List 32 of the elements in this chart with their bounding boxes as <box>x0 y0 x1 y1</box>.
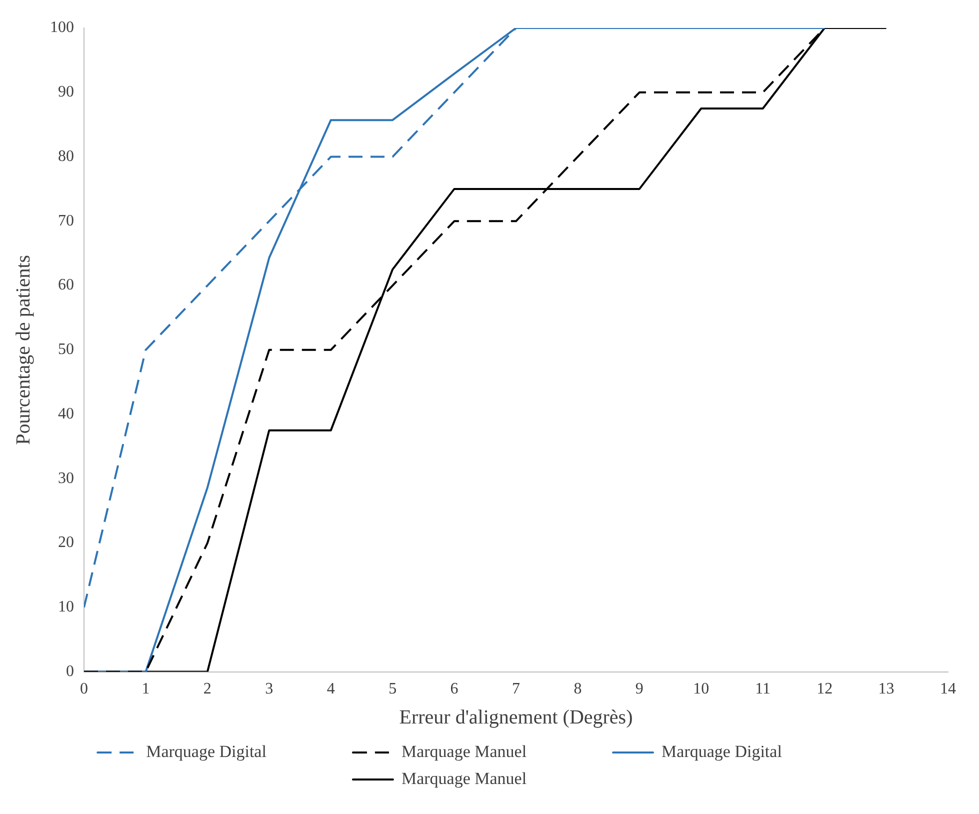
x-tick-label: 11 <box>755 680 771 698</box>
x-tick-label: 1 <box>142 680 150 698</box>
x-tick-label: 9 <box>635 680 644 698</box>
y-tick-label: 30 <box>58 470 74 487</box>
y-tick-label: 0 <box>66 663 74 680</box>
legend-label: Marquage Digital <box>662 742 858 761</box>
x-tick-label: 13 <box>878 680 894 698</box>
legend-label: Marquage Manuel <box>401 742 604 761</box>
x-tick-label: 0 <box>80 680 88 698</box>
x-tick-label: 7 <box>512 680 520 698</box>
legend-label: Marquage Manuel <box>401 768 604 788</box>
x-tick-label: 3 <box>265 680 274 698</box>
x-tick-label: 2 <box>203 680 212 698</box>
x-tick-label: 8 <box>574 680 582 698</box>
x-tick-label: 12 <box>816 680 833 698</box>
y-tick-label: 90 <box>58 84 74 101</box>
y-tick-label: 100 <box>50 19 74 36</box>
y-tick-label: 70 <box>58 212 74 230</box>
x-tick-label: 4 <box>326 680 335 698</box>
y-tick-label: 60 <box>58 276 74 294</box>
y-tick-label: 20 <box>58 534 74 552</box>
y-tick-label: 40 <box>58 405 74 422</box>
y-axis-title: Pourcentage de patients <box>12 254 34 445</box>
x-tick-label: 14 <box>940 680 956 698</box>
legend-label: Marquage Digital <box>146 742 343 761</box>
x-tick-label: 10 <box>693 680 710 698</box>
x-tick-label: 5 <box>388 680 397 698</box>
y-tick-label: 10 <box>58 598 74 616</box>
x-axis-title: Erreur d'alignement (Degrès) <box>399 706 633 728</box>
y-tick-label: 50 <box>58 341 74 358</box>
y-tick-label: 80 <box>58 148 74 165</box>
x-tick-label: 6 <box>450 680 458 698</box>
